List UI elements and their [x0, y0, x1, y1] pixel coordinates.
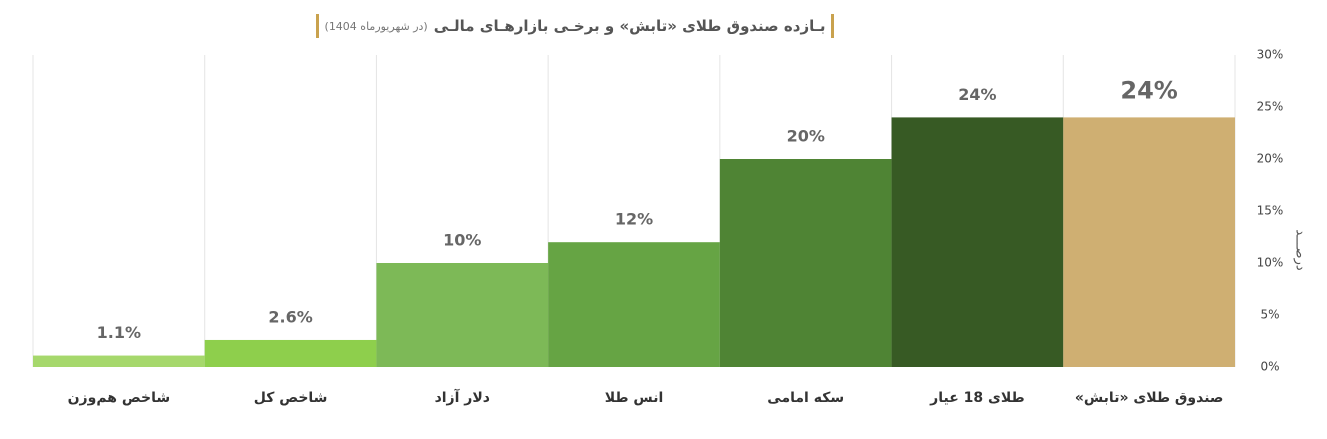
value-label: 12% [615, 210, 653, 229]
x-tick-label: شاخص هم‌وزن [68, 390, 170, 406]
x-tick-label: انس طلا [605, 390, 664, 406]
bar [376, 263, 549, 367]
value-label: 20% [787, 127, 825, 146]
title-box: بـازده صندوق طلای «تابش» و برخـی بازارهـ… [315, 14, 835, 38]
value-label: 24% [958, 85, 996, 104]
x-tick-label: سکه امامی [767, 390, 844, 406]
y-tick-label: 10% [1257, 256, 1284, 270]
bar [1063, 117, 1235, 368]
x-tick-label: دلار آزاد [435, 388, 490, 406]
header: بـازده صندوق طلای «تابش» و برخـی بازارهـ… [0, 14, 1150, 38]
bar [548, 242, 720, 367]
bar [204, 339, 377, 367]
y-axis-label: درصـــد [1293, 229, 1308, 271]
value-label: 2.6% [268, 307, 312, 326]
y-tick-label: 25% [1257, 100, 1284, 114]
x-tick-label: صندوق طلای «تابش» [1075, 390, 1224, 406]
y-tick-label: 30% [1257, 48, 1284, 62]
y-tick-label: 0% [1260, 360, 1279, 374]
value-label: 1.1% [97, 323, 141, 342]
bar [891, 117, 1064, 368]
y-tick-label: 15% [1257, 204, 1284, 218]
value-label: 24% [1120, 76, 1177, 104]
bar [719, 159, 892, 367]
y-tick-label: 20% [1257, 152, 1284, 166]
x-tick-label: شاخص کل [254, 390, 328, 406]
chart-subtitle: (در شهریورماه 1404) [324, 19, 428, 33]
bar [33, 355, 205, 367]
chart-title: بـازده صندوق طلای «تابش» و برخـی بازارهـ… [433, 17, 826, 35]
x-tick-label: طلای 18 عیار [929, 390, 1024, 406]
y-tick-label: 5% [1260, 308, 1279, 322]
value-label: 10% [443, 231, 481, 250]
